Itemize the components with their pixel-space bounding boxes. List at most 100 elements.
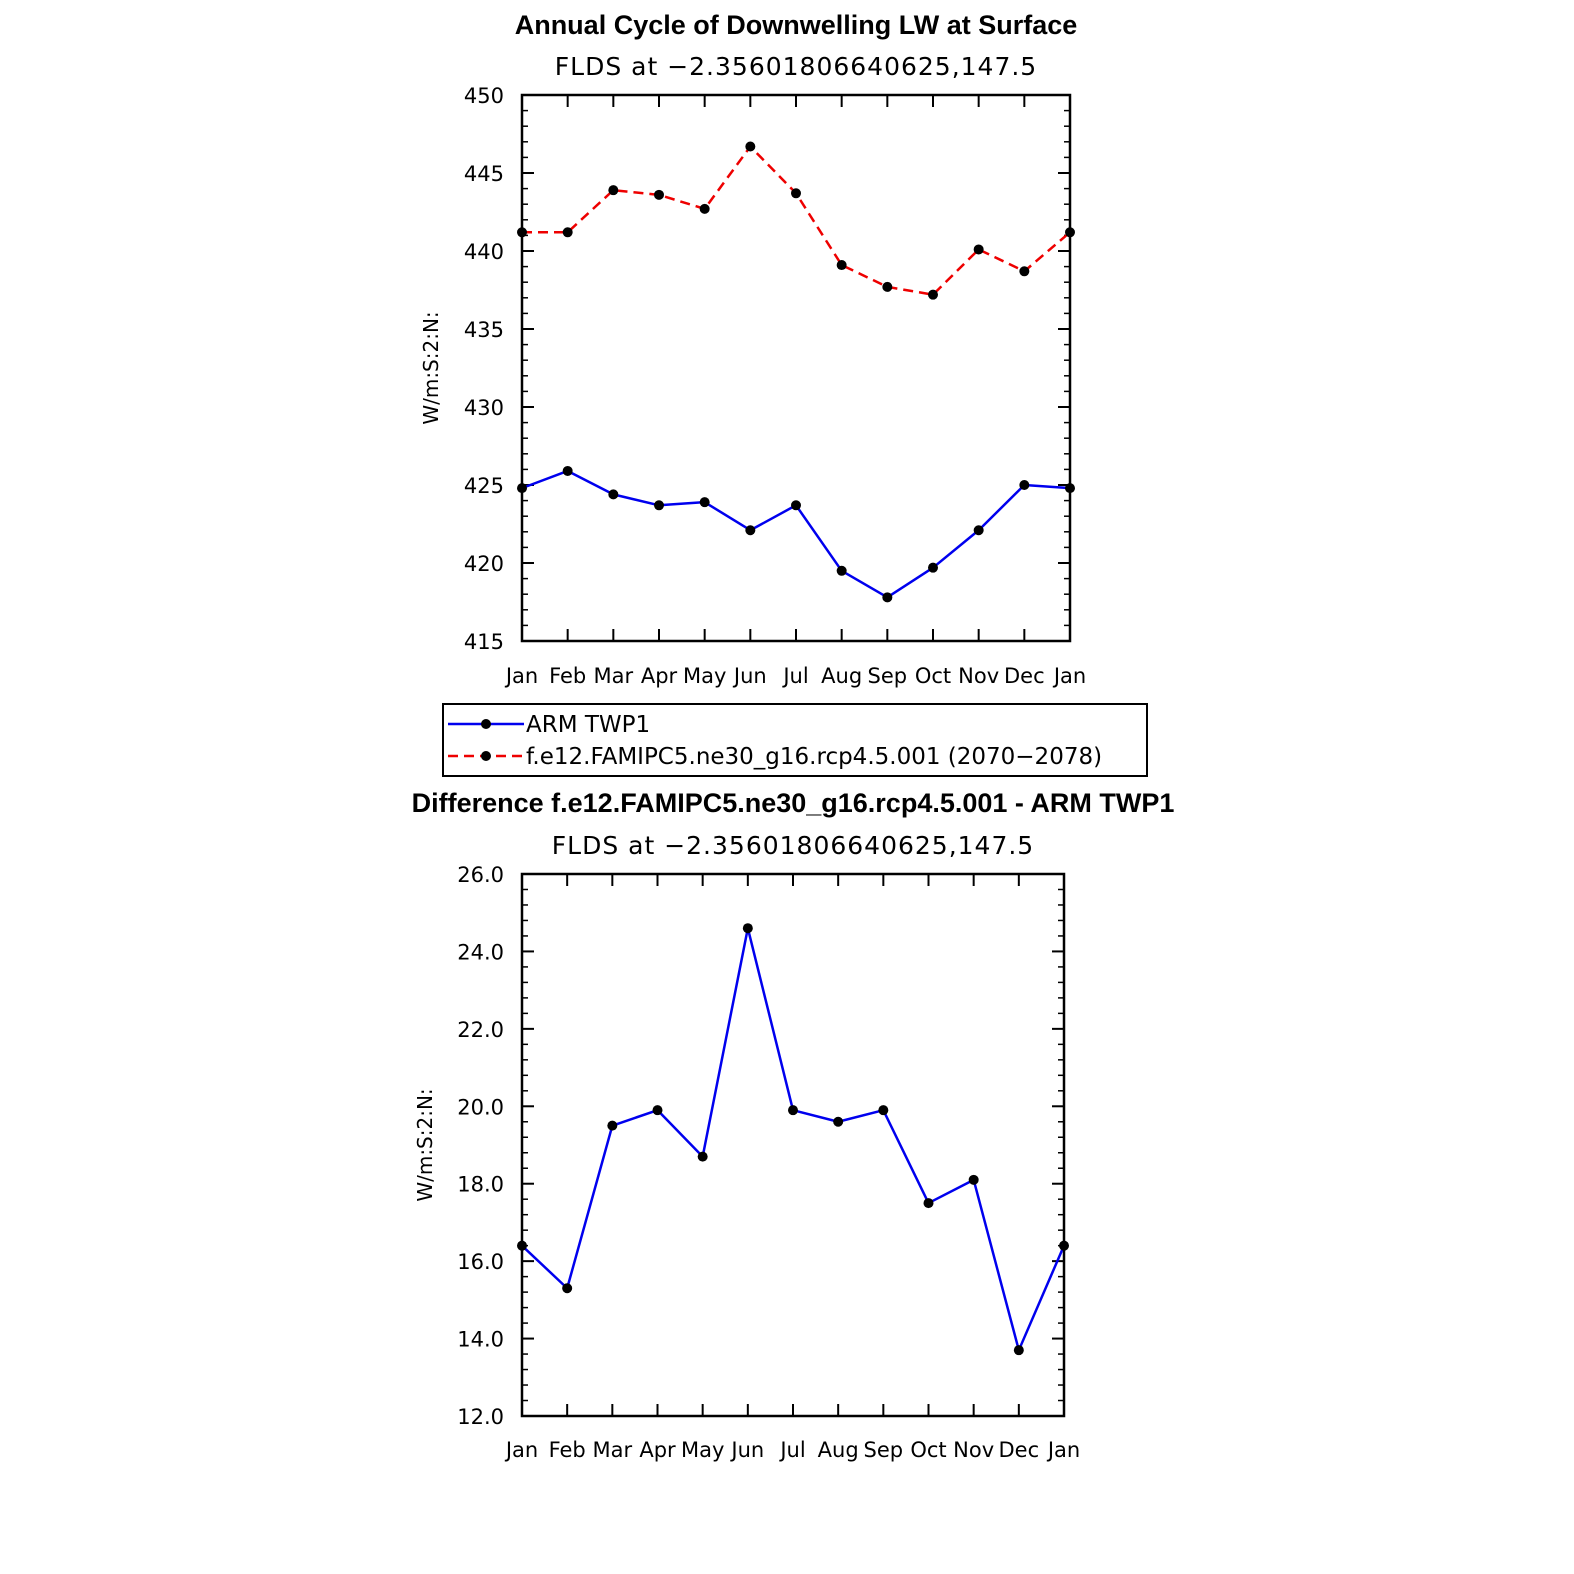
y-tick-label: 22.0 <box>457 1018 504 1042</box>
data-point <box>973 525 984 536</box>
data-point <box>882 592 893 603</box>
data-point <box>517 1240 527 1251</box>
x-tick-label: Nov <box>953 1438 994 1462</box>
chart-annual-cycle: Annual Cycle of Downwelling LW at Surfac… <box>419 10 1086 688</box>
chart-title: Annual Cycle of Downwelling LW at Surfac… <box>515 10 1078 40</box>
chart-subtitle: FLDS at −2.35601806640625,147.5 <box>555 52 1037 81</box>
chart-difference: Difference f.e12.FAMIPC5.ne30_g16.rcp4.5… <box>412 788 1175 1462</box>
y-tick-label: 435 <box>464 318 504 342</box>
x-tick-label: Jul <box>778 1438 805 1462</box>
data-point <box>654 500 664 511</box>
x-tick-label: Jan <box>504 1438 538 1462</box>
y-tick-label: 415 <box>464 630 504 654</box>
legend-marker <box>481 719 491 729</box>
x-tick-label: Apr <box>641 664 678 688</box>
x-tick-label: Jan <box>1046 1438 1080 1462</box>
data-point <box>654 189 664 200</box>
x-tick-label: Aug <box>821 664 862 688</box>
y-tick-label: 420 <box>464 552 504 576</box>
x-tick-label: Feb <box>549 1438 586 1462</box>
data-point <box>833 1116 844 1127</box>
data-point <box>973 244 984 255</box>
x-tick-label: Nov <box>958 664 999 688</box>
data-point <box>699 203 710 214</box>
data-point <box>517 227 527 238</box>
data-point <box>562 1283 573 1294</box>
data-point <box>652 1105 663 1116</box>
legend-marker <box>481 751 491 761</box>
plot-frame <box>520 872 1066 1418</box>
legend-label: ARM TWP1 <box>526 712 650 738</box>
y-tick-label: 16.0 <box>457 1250 504 1274</box>
y-tick-label: 24.0 <box>457 940 504 964</box>
data-point <box>1013 1345 1024 1356</box>
y-tick-label: 26.0 <box>457 863 504 887</box>
y-tick-label: 425 <box>464 474 504 498</box>
data-point <box>1019 266 1030 277</box>
series-line-2 <box>522 145 1071 296</box>
x-tick-label: Dec <box>999 1438 1040 1462</box>
y-tick-label: 12.0 <box>457 1405 504 1429</box>
plot-frame <box>520 93 1072 643</box>
data-point <box>882 281 893 292</box>
x-tick-label: Jun <box>732 664 767 688</box>
data-point <box>928 289 938 300</box>
data-point <box>608 185 619 196</box>
x-tick-label: Feb <box>549 664 586 688</box>
x-tick-label: Sep <box>864 1438 904 1462</box>
data-point <box>836 260 847 271</box>
data-point <box>1019 480 1030 490</box>
x-tick-label: Sep <box>868 664 908 688</box>
y-tick-label: 20.0 <box>457 1095 504 1119</box>
legend-box <box>442 703 1148 777</box>
data-point <box>562 227 573 238</box>
data-point <box>742 923 753 934</box>
x-tick-label: May <box>681 1438 724 1462</box>
y-tick-label: 445 <box>464 162 504 186</box>
x-tick-label: Mar <box>593 1438 633 1462</box>
data-point <box>928 562 938 573</box>
x-tick-label: Jul <box>781 664 808 688</box>
x-tick-label: Apr <box>639 1438 676 1462</box>
data-point <box>923 1198 934 1209</box>
data-point <box>788 1105 798 1116</box>
x-tick-label: Jan <box>504 664 538 688</box>
series-line-1 <box>521 469 1071 599</box>
data-point <box>745 141 756 152</box>
data-point <box>608 489 619 500</box>
data-point <box>968 1174 979 1185</box>
y-tick-label: 440 <box>464 240 504 264</box>
data-point <box>562 465 573 476</box>
x-tick-label: Jun <box>729 1438 764 1462</box>
x-tick-label: Oct <box>910 1438 946 1462</box>
data-point <box>878 1105 889 1116</box>
y-tick-label: 450 <box>464 84 504 108</box>
data-point <box>791 500 801 511</box>
data-point <box>1065 227 1075 238</box>
x-tick-label: Oct <box>915 664 951 688</box>
data-point <box>699 497 710 508</box>
data-point <box>745 525 756 536</box>
legend-label: f.e12.FAMIPC5.ne30_g16.rcp4.5.001 (2070−… <box>526 744 1102 770</box>
data-point <box>517 483 527 494</box>
data-point <box>607 1120 618 1131</box>
data-point <box>836 565 847 576</box>
data-point <box>1065 483 1075 494</box>
x-tick-label: May <box>683 664 726 688</box>
x-tick-label: Mar <box>594 664 634 688</box>
chart-subtitle: FLDS at −2.35601806640625,147.5 <box>552 831 1034 860</box>
data-point <box>791 188 801 199</box>
y-tick-label: 430 <box>464 396 504 420</box>
legend: ARM TWP1 f.e12.FAMIPC5.ne30_g16.rcp4.5.00… <box>442 703 1148 777</box>
series-line-1 <box>521 926 1066 1352</box>
y-tick-label: 14.0 <box>457 1328 504 1352</box>
chart-title: Difference f.e12.FAMIPC5.ne30_g16.rcp4.5… <box>412 788 1175 818</box>
y-axis-label: W/m:S:2:N: <box>419 311 443 424</box>
data-point <box>697 1151 708 1162</box>
x-tick-label: Dec <box>1004 664 1045 688</box>
x-tick-label: Jan <box>1052 664 1086 688</box>
data-point <box>1059 1240 1069 1251</box>
y-tick-label: 18.0 <box>457 1173 504 1197</box>
x-tick-label: Aug <box>818 1438 859 1462</box>
